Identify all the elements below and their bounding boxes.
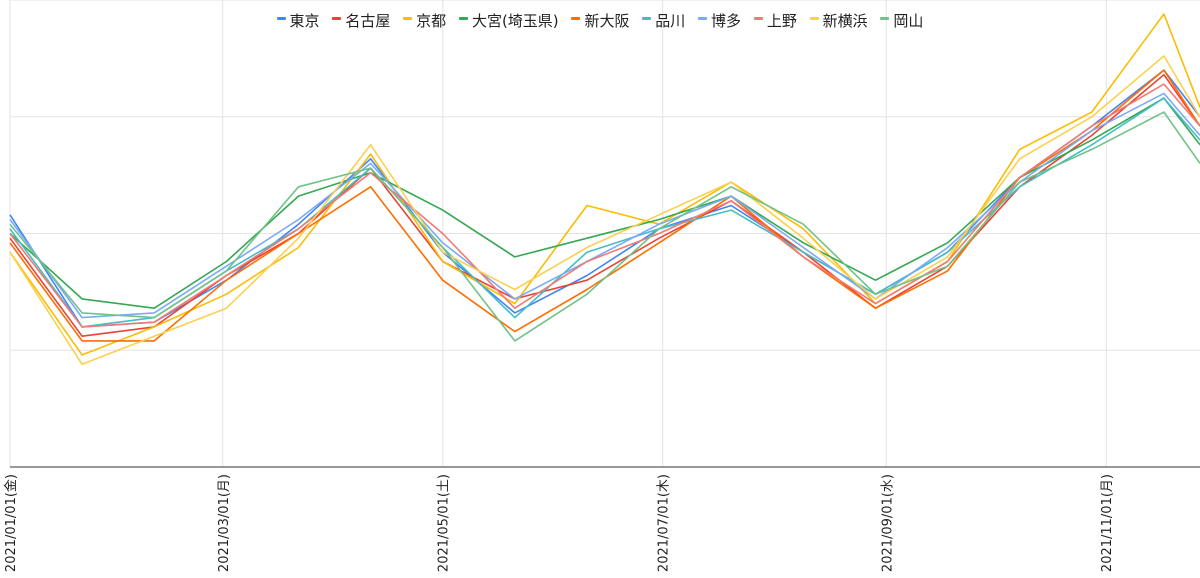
legend-swatch bbox=[880, 17, 890, 20]
x-tick-label: 2021/01/01(金) bbox=[3, 474, 19, 572]
series-line bbox=[9, 111, 1200, 342]
legend-item[interactable]: 岡山 bbox=[880, 10, 923, 31]
x-tick-label: 2021/09/01(水) bbox=[880, 474, 895, 572]
legend-label: 新大阪 bbox=[584, 12, 630, 30]
series-lines bbox=[9, 13, 1200, 366]
legend-swatch bbox=[403, 17, 413, 20]
legend-swatch bbox=[571, 17, 581, 20]
legend-label: 新横浜 bbox=[822, 12, 868, 30]
legend: 東京 名古屋 京都 大宮(埼玉県) 新大阪 品川 博多 上野 新横浜 岡山 bbox=[0, 10, 1200, 31]
legend-label: 上野 bbox=[766, 12, 797, 30]
legend-item[interactable]: 新大阪 bbox=[571, 10, 629, 31]
series-line bbox=[9, 69, 1200, 328]
legend-label: 京都 bbox=[416, 12, 447, 30]
legend-label: 名古屋 bbox=[345, 12, 391, 30]
legend-swatch bbox=[332, 17, 342, 20]
legend-item[interactable]: 大宮(埼玉県) bbox=[458, 10, 559, 31]
x-tick-label: 2021/11/01(月) bbox=[1100, 474, 1115, 572]
legend-item[interactable]: 品川 bbox=[642, 10, 685, 31]
legend-label: 博多 bbox=[711, 12, 742, 30]
legend-item[interactable]: 博多 bbox=[698, 10, 741, 31]
legend-label: 岡山 bbox=[893, 12, 924, 30]
series-line bbox=[9, 92, 1200, 319]
series-line bbox=[9, 97, 1200, 310]
legend-swatch bbox=[458, 17, 468, 20]
legend-swatch bbox=[809, 17, 819, 20]
legend-item[interactable]: 東京 bbox=[276, 10, 320, 31]
legend-label: 大宮(埼玉県) bbox=[471, 12, 559, 30]
x-tick-label: 2021/05/01(土) bbox=[437, 474, 452, 572]
series-line bbox=[9, 55, 1200, 366]
legend-swatch bbox=[698, 17, 708, 20]
legend-item[interactable]: 京都 bbox=[403, 10, 446, 31]
legend-item[interactable]: 上野 bbox=[753, 10, 797, 31]
series-line bbox=[9, 97, 1200, 328]
x-axis: 2021/01/01(金) 2021/03/01(月) 2021/05/01(土) 2… bbox=[3, 466, 1200, 572]
x-tick-label: 2021/07/01(木) bbox=[657, 474, 672, 572]
legend-swatch bbox=[276, 17, 286, 20]
legend-label: 品川 bbox=[655, 12, 686, 30]
legend-label: 東京 bbox=[289, 12, 320, 30]
legend-item[interactable]: 名古屋 bbox=[332, 10, 390, 31]
series-line bbox=[9, 73, 1200, 338]
legend-item[interactable]: 新横浜 bbox=[809, 10, 868, 31]
series-line bbox=[9, 13, 1200, 356]
x-tick-label: 2021/03/01(月) bbox=[217, 474, 232, 572]
legend-swatch bbox=[753, 17, 763, 20]
legend-swatch bbox=[642, 17, 652, 20]
series-line bbox=[9, 83, 1200, 328]
